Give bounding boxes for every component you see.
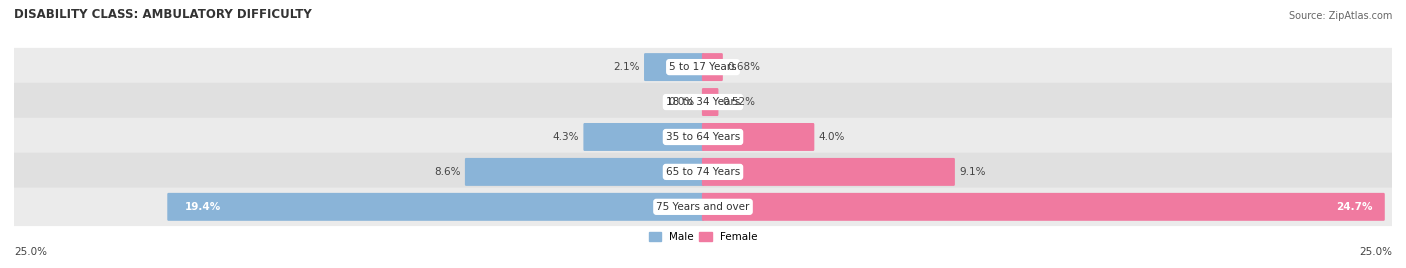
- FancyBboxPatch shape: [11, 83, 1395, 121]
- Text: 0.52%: 0.52%: [723, 97, 756, 107]
- Text: 75 Years and over: 75 Years and over: [657, 202, 749, 212]
- Text: 0.68%: 0.68%: [727, 62, 761, 72]
- Text: 8.6%: 8.6%: [434, 167, 461, 177]
- Text: 19.4%: 19.4%: [186, 202, 221, 212]
- Text: 0.0%: 0.0%: [668, 97, 695, 107]
- Text: 18 to 34 Years: 18 to 34 Years: [666, 97, 740, 107]
- Text: 25.0%: 25.0%: [1360, 247, 1392, 257]
- FancyBboxPatch shape: [702, 158, 955, 186]
- Text: 65 to 74 Years: 65 to 74 Years: [666, 167, 740, 177]
- Text: DISABILITY CLASS: AMBULATORY DIFFICULTY: DISABILITY CLASS: AMBULATORY DIFFICULTY: [14, 8, 312, 21]
- FancyBboxPatch shape: [702, 53, 723, 81]
- Text: 9.1%: 9.1%: [959, 167, 986, 177]
- FancyBboxPatch shape: [167, 193, 704, 221]
- FancyBboxPatch shape: [702, 88, 718, 116]
- FancyBboxPatch shape: [11, 48, 1395, 86]
- Text: 4.3%: 4.3%: [553, 132, 579, 142]
- Legend: Male, Female: Male, Female: [644, 228, 762, 246]
- FancyBboxPatch shape: [11, 153, 1395, 191]
- Text: 25.0%: 25.0%: [14, 247, 46, 257]
- Text: 5 to 17 Years: 5 to 17 Years: [669, 62, 737, 72]
- FancyBboxPatch shape: [11, 188, 1395, 226]
- FancyBboxPatch shape: [702, 123, 814, 151]
- FancyBboxPatch shape: [644, 53, 704, 81]
- FancyBboxPatch shape: [702, 193, 1385, 221]
- FancyBboxPatch shape: [583, 123, 704, 151]
- Text: 35 to 64 Years: 35 to 64 Years: [666, 132, 740, 142]
- FancyBboxPatch shape: [465, 158, 704, 186]
- Text: 2.1%: 2.1%: [613, 62, 640, 72]
- Text: 4.0%: 4.0%: [818, 132, 845, 142]
- Text: Source: ZipAtlas.com: Source: ZipAtlas.com: [1288, 11, 1392, 21]
- FancyBboxPatch shape: [11, 118, 1395, 156]
- Text: 24.7%: 24.7%: [1336, 202, 1372, 212]
